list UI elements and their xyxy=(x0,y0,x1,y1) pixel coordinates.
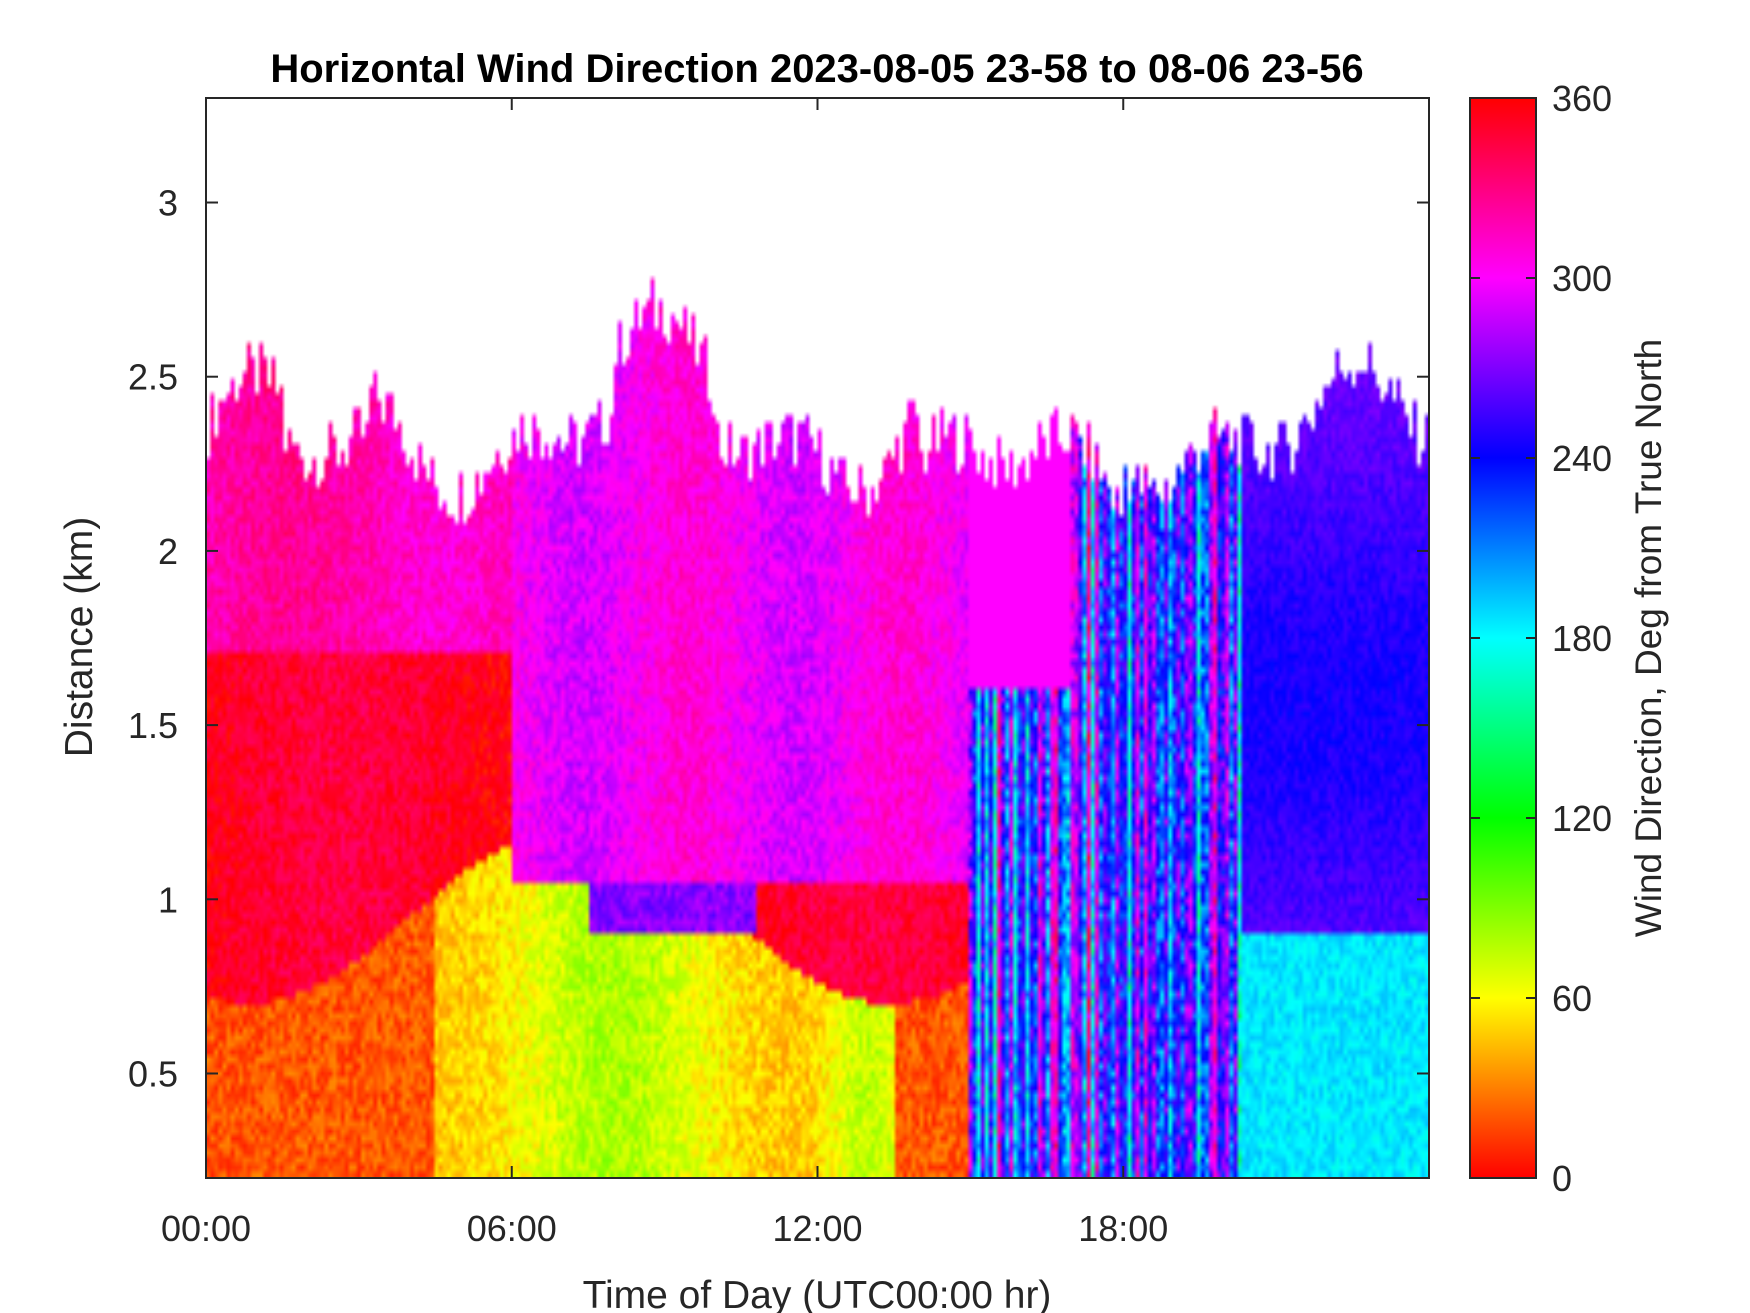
y-tick-label: 3 xyxy=(158,183,178,224)
x-axis: 00:00 06:00 12:00 18:00 xyxy=(161,98,1168,1249)
y-axis-label: Distance (km) xyxy=(58,517,101,758)
x-tick-label: 12:00 xyxy=(772,1208,862,1249)
chart-title: Horizontal Wind Direction 2023-08-05 23-… xyxy=(270,47,1363,91)
y-tick-label: 2 xyxy=(158,531,178,572)
x-axis-label: Time of Day (UTC00:00 hr) xyxy=(583,1274,1052,1313)
colorbar-tick-label: 300 xyxy=(1552,258,1612,299)
colorbar-tick-label: 360 xyxy=(1552,78,1612,119)
y-tick-label: 1.5 xyxy=(128,705,178,746)
x-tick-label: 06:00 xyxy=(467,1208,557,1249)
y-tick-label: 1 xyxy=(158,879,178,920)
colorbar-tick-label: 120 xyxy=(1552,798,1612,839)
colorbar-ticks: 0 60 120 180 240 300 360 xyxy=(1470,78,1612,1199)
heatmap-area xyxy=(206,98,1429,1178)
colorbar-tick-label: 0 xyxy=(1552,1158,1572,1199)
colorbar-tick-label: 180 xyxy=(1552,618,1612,659)
y-tick-label: 0.5 xyxy=(128,1053,178,1094)
x-tick-label: 00:00 xyxy=(161,1208,251,1249)
colorbar-label: Wind Direction, Deg from True North xyxy=(1628,339,1669,937)
wind-direction-heatmap xyxy=(206,98,1429,1178)
colorbar-tick-label: 240 xyxy=(1552,438,1612,479)
colorbar: 0 60 120 180 240 300 360 Wind Direction, Deg f… xyxy=(1469,78,1669,1199)
colorbar-tick-label: 60 xyxy=(1552,978,1592,1019)
x-tick-label: 18:00 xyxy=(1078,1208,1168,1249)
y-axis: 0.5 1 1.5 2 2.5 3 xyxy=(128,183,1429,1094)
y-tick-label: 2.5 xyxy=(128,357,178,398)
